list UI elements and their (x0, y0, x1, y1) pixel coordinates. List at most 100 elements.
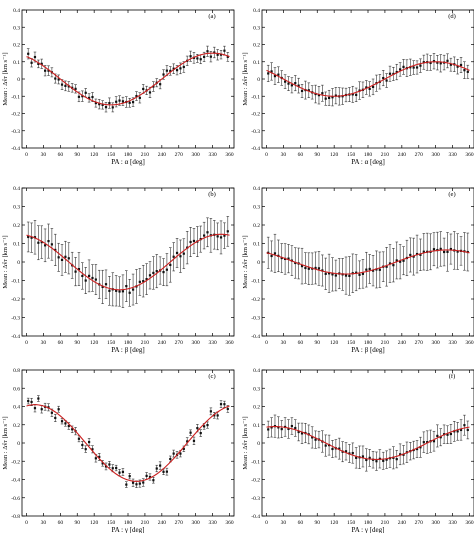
x-tick-label: 120 (90, 520, 99, 526)
data-point (182, 252, 185, 255)
data-point (213, 414, 216, 417)
x-tick-label: 180 (364, 520, 373, 526)
data-point (179, 67, 182, 70)
x-tick-label: 90 (75, 152, 81, 158)
data-point (277, 426, 280, 429)
data-point (432, 60, 436, 63)
data-point (297, 430, 300, 434)
data-point (216, 53, 219, 56)
x-tick-label: 300 (192, 340, 201, 346)
y-tick-label: -0.3 (251, 496, 260, 502)
data-point (361, 272, 365, 275)
x-tick-label: 240 (158, 520, 167, 526)
x-tick-label: 300 (192, 520, 201, 526)
chart-panel-5: 0 30 60 90 120 150 180 210 240 270 300 330 360 -0.8 -0… (2, 368, 235, 533)
y-tick-label: 0.4 (253, 186, 260, 192)
data-point (74, 87, 77, 90)
data-point (145, 474, 148, 477)
data-point (371, 269, 375, 272)
data-point (432, 248, 436, 251)
data-point (297, 84, 300, 87)
data-point (155, 467, 158, 470)
x-tick-label: 30 (41, 152, 47, 158)
plot-area (261, 369, 474, 517)
data-point (47, 406, 50, 409)
panel-label: (d) (448, 13, 456, 20)
data-point (189, 431, 192, 434)
data-point (327, 272, 331, 275)
data-point (108, 289, 111, 292)
data-point (388, 262, 392, 265)
x-tick-label: 90 (75, 520, 81, 526)
data-point (358, 89, 361, 92)
y-tick-label: 0 (17, 441, 20, 447)
data-point (348, 274, 351, 278)
data-point (415, 252, 419, 256)
data-point (169, 69, 172, 72)
fit-line (266, 249, 470, 275)
data-point (104, 465, 108, 468)
data-point (355, 271, 358, 274)
y-tick-label: -0.2 (251, 478, 260, 484)
data-point (138, 482, 141, 485)
data-point (388, 72, 392, 75)
data-point (162, 73, 165, 76)
data-point (311, 436, 314, 439)
data-point (165, 69, 169, 72)
x-tick-label: 60 (58, 152, 64, 158)
panel-label: (b) (208, 191, 216, 198)
data-point (351, 451, 354, 455)
y-tick-label: -0.3 (251, 129, 260, 135)
x-tick-label: 120 (330, 520, 339, 526)
chart-panel-4: 0 30 60 90 120 150 180 210 240 270 300 330 360 -0.4 -0… (242, 186, 474, 354)
data-point (145, 278, 148, 281)
data-point (307, 89, 310, 92)
data-point (87, 96, 91, 100)
data-point (341, 95, 344, 98)
y-tick-label: 0.1 (13, 60, 20, 66)
data-point (463, 424, 466, 427)
data-point (57, 408, 60, 411)
data-point (87, 440, 91, 444)
data-point (138, 96, 141, 99)
x-tick-label: 30 (41, 520, 47, 526)
x-tick-label: 0 (265, 520, 268, 526)
data-point (27, 399, 30, 403)
data-point (203, 55, 206, 59)
data-point (219, 53, 223, 56)
y-axis-label: Mean : Δv̂r [km s⁻¹] (2, 416, 9, 469)
data-point (60, 258, 64, 262)
data-point (47, 239, 50, 243)
data-point (412, 255, 415, 258)
data-point (304, 266, 307, 270)
data-point (175, 251, 179, 255)
data-point (226, 55, 229, 58)
y-tick-label: -0.2 (11, 112, 20, 118)
data-point (446, 250, 449, 253)
data-point (294, 82, 297, 85)
data-point (67, 85, 70, 88)
x-tick-label: 120 (90, 340, 99, 346)
x-tick-label: 240 (158, 152, 167, 158)
data-point (199, 58, 202, 61)
y-tick-label: -0.2 (251, 297, 260, 303)
x-tick-label: 330 (208, 520, 217, 526)
x-tick-label: 330 (208, 340, 217, 346)
x-axis-label: PA : γ [deg] (112, 526, 145, 533)
y-axis-label: Mean : Δv̂r [km s⁻¹] (242, 235, 249, 288)
y-axis-label: Mean : Δv̂r [km s⁻¹] (2, 235, 9, 288)
x-tick-label: 210 (381, 340, 390, 346)
data-point (155, 270, 158, 273)
data-point (148, 475, 152, 479)
x-tick-label: 330 (448, 340, 457, 346)
x-tick-label: 180 (124, 520, 133, 526)
data-point (196, 57, 199, 60)
data-point (307, 267, 310, 270)
data-point (50, 243, 53, 246)
data-point (27, 52, 30, 55)
data-point (111, 106, 114, 109)
x-axis-label: PA : α [deg] (111, 158, 145, 166)
data-point (331, 96, 334, 99)
x-tick-label: 90 (315, 520, 321, 526)
